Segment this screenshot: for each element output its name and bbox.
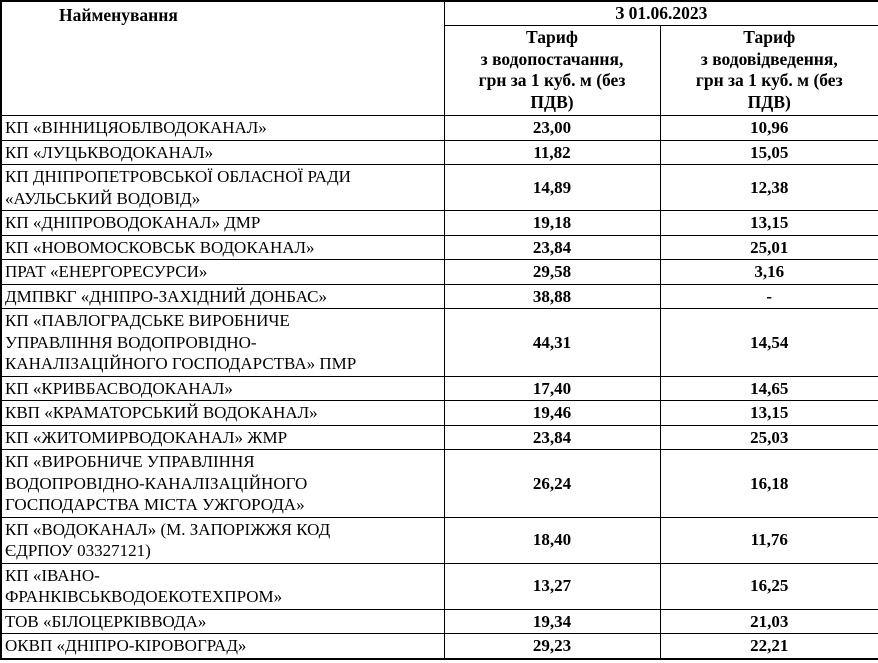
company-name: КП «КРИВБАСВОДОКАНАЛ» xyxy=(0,375,445,401)
water-drainage-tariff: 22,21 xyxy=(659,633,878,659)
table-row: КП «ВІННИЦЯОБЛВОДОКАНАЛ» 23,00 10,96 xyxy=(0,115,878,141)
table-row: КП «ПАВЛОГРАДСЬКЕ ВИРОБНИЧЕ УПРАВЛІННЯ В… xyxy=(0,308,878,377)
company-name: КП «ВОДОКАНАЛ» (М. ЗАПОРІЖЖЯ КОД ЄДРПОУ … xyxy=(0,516,445,564)
water-drainage-tariff: 16,18 xyxy=(659,449,878,518)
water-supply-tariff: 26,24 xyxy=(443,449,661,518)
table-row: КП «ДНІПРОВОДОКАНАЛ» ДМР 19,18 13,15 xyxy=(0,210,878,236)
water-supply-tariff: 19,18 xyxy=(443,210,661,236)
water-supply-tariff: 29,58 xyxy=(443,259,661,285)
water-supply-tariff: 11,82 xyxy=(443,139,661,165)
water-supply-tariff: 23,00 xyxy=(443,115,661,141)
table-row: ОКВП «ДНІПРО-КІРОВОГРАД» 29,23 22,21 xyxy=(0,633,878,659)
name-column-header: Найменування xyxy=(0,0,445,116)
water-supply-tariff: 23,84 xyxy=(443,234,661,260)
company-name: ДМПВКГ «ДНІПРО-ЗАХІДНИЙ ДОНБАС» xyxy=(0,283,445,309)
company-name: КП «НОВОМОСКОВСЬК ВОДОКАНАЛ» xyxy=(0,234,445,260)
water-drainage-tariff: 14,54 xyxy=(659,308,878,377)
table-row: КП «ЛУЦЬКВОДОКАНАЛ» 11,82 15,05 xyxy=(0,139,878,165)
table-row: КП «ВИРОБНИЧЕ УПРАВЛІННЯ ВОДОПРОВІДНО-КА… xyxy=(0,449,878,518)
company-name: КП «ДНІПРОВОДОКАНАЛ» ДМР xyxy=(0,210,445,236)
date-header: З 01.06.2023 xyxy=(443,0,878,26)
company-name: ТОВ «БІЛОЦЕРКІВВОДА» xyxy=(0,608,445,634)
water-supply-tariff: 19,34 xyxy=(443,608,661,634)
water-drainage-tariff: - xyxy=(659,283,878,309)
water-supply-tariff: 19,46 xyxy=(443,400,661,426)
table-row: КП «КРИВБАСВОДОКАНАЛ» 17,40 14,65 xyxy=(0,375,878,401)
water-drainage-tariff: 21,03 xyxy=(659,608,878,634)
water-drainage-tariff: 13,15 xyxy=(659,210,878,236)
water-supply-tariff: 44,31 xyxy=(443,308,661,377)
tariff-table-header: Найменування З 01.06.2023 Тариф з водопо… xyxy=(0,0,878,116)
water-drainage-tariff: 11,76 xyxy=(659,516,878,564)
water-supply-tariff: 23,84 xyxy=(443,424,661,450)
table-row: КВП «КРАМАТОРСЬКИЙ ВОДОКАНАЛ» 19,46 13,15 xyxy=(0,400,878,426)
company-name: КП «ЖИТОМИРВОДОКАНАЛ» ЖМР xyxy=(0,424,445,450)
water-supply-tariff: 18,40 xyxy=(443,516,661,564)
company-name: КВП «КРАМАТОРСЬКИЙ ВОДОКАНАЛ» xyxy=(0,400,445,426)
table-row: КП «НОВОМОСКОВСЬК ВОДОКАНАЛ» 23,84 25,01 xyxy=(0,234,878,260)
water-drainage-tariff: 25,03 xyxy=(659,424,878,450)
water-drainage-tariff: 10,96 xyxy=(659,115,878,141)
company-name: КП «ВИРОБНИЧЕ УПРАВЛІННЯ ВОДОПРОВІДНО-КА… xyxy=(0,449,445,518)
water-drainage-tariff: 12,38 xyxy=(659,164,878,211)
company-name: ОКВП «ДНІПРО-КІРОВОГРАД» xyxy=(0,633,445,659)
water-drainage-tariff: 25,01 xyxy=(659,234,878,260)
company-name: КП «ІВАНО- ФРАНКІВСЬКВОДОЕКОТЕХПРОМ» xyxy=(0,562,445,610)
company-name: КП ДНІПРОПЕТРОВСЬКОЇ ОБЛАСНОЇ РАДИ «АУЛЬ… xyxy=(0,164,445,211)
water-drainage-tariff: 13,15 xyxy=(659,400,878,426)
water-drainage-column-header: Тариф з водовідведення, грн за 1 куб. м … xyxy=(659,25,878,116)
water-supply-column-header: Тариф з водопостачання, грн за 1 куб. м … xyxy=(443,25,661,116)
table-row: КП «ВОДОКАНАЛ» (М. ЗАПОРІЖЖЯ КОД ЄДРПОУ … xyxy=(0,516,878,564)
header-row-date: Найменування З 01.06.2023 xyxy=(0,0,878,116)
water-drainage-tariff: 16,25 xyxy=(659,562,878,610)
tariff-table-body: КП «ВІННИЦЯОБЛВОДОКАНАЛ» 23,00 10,96 КП «ЛУ… xyxy=(0,115,878,659)
header-row-tariffs: Тариф з водопостачання, грн за 1 куб. м … xyxy=(1,25,878,116)
water-drainage-tariff: 14,65 xyxy=(659,375,878,401)
water-supply-tariff: 29,23 xyxy=(443,633,661,659)
water-supply-tariff: 13,27 xyxy=(443,562,661,610)
table-row: ТОВ «БІЛОЦЕРКІВВОДА» 19,34 21,03 xyxy=(0,608,878,634)
water-supply-tariff: 14,89 xyxy=(443,164,661,211)
water-supply-tariff: 17,40 xyxy=(443,375,661,401)
water-supply-tariff: 38,88 xyxy=(443,283,661,309)
table-row: КП ДНІПРОПЕТРОВСЬКОЇ ОБЛАСНОЇ РАДИ «АУЛЬ… xyxy=(0,164,878,211)
company-name: КП «ПАВЛОГРАДСЬКЕ ВИРОБНИЧЕ УПРАВЛІННЯ В… xyxy=(0,308,445,377)
company-name: КП «ЛУЦЬКВОДОКАНАЛ» xyxy=(0,139,445,165)
table-row: КП «ІВАНО- ФРАНКІВСЬКВОДОЕКОТЕХПРОМ» 13,2… xyxy=(0,562,878,610)
water-drainage-tariff: 15,05 xyxy=(659,139,878,165)
company-name: ПРАТ «ЕНЕРГОРЕСУРСИ» xyxy=(0,259,445,285)
table-row: ДМПВКГ «ДНІПРО-ЗАХІДНИЙ ДОНБАС» 38,88- xyxy=(0,283,878,309)
table-row: ПРАТ «ЕНЕРГОРЕСУРСИ» 29,58 3,16 xyxy=(0,259,878,285)
water-drainage-tariff: 3,16 xyxy=(659,259,878,285)
table-row: КП «ЖИТОМИРВОДОКАНАЛ» ЖМР 23,84 25,03 xyxy=(0,424,878,450)
company-name: КП «ВІННИЦЯОБЛВОДОКАНАЛ» xyxy=(0,115,445,141)
